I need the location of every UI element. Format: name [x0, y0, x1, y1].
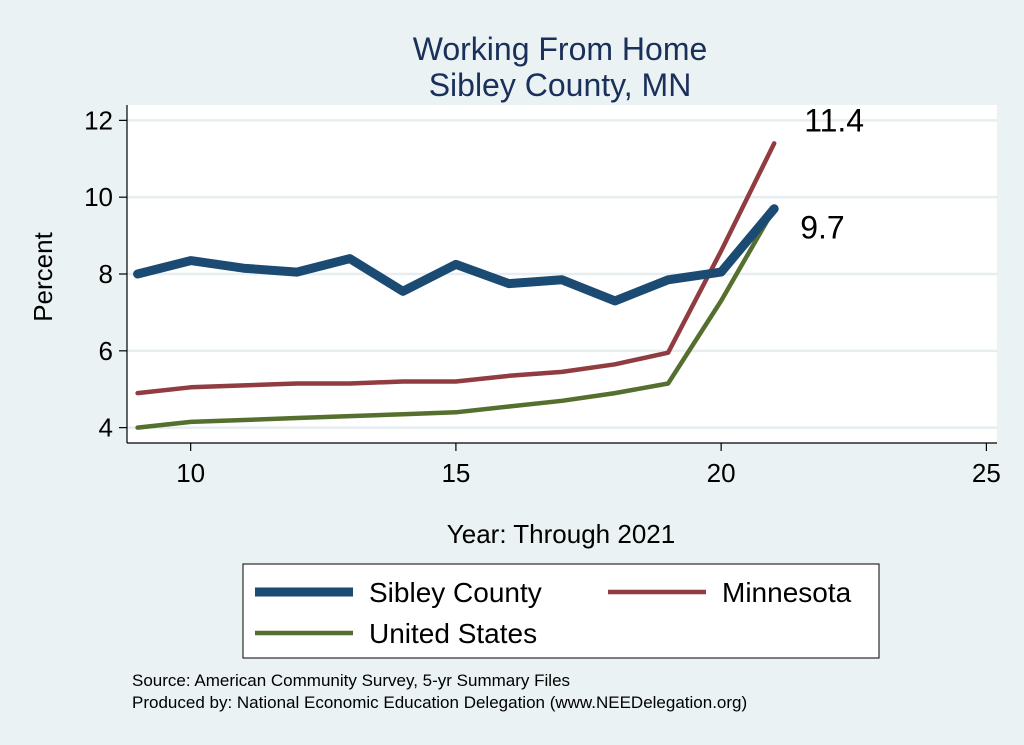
gridlines	[127, 119, 997, 429]
x-axis-label: Year: Through 2021	[447, 519, 675, 549]
series-line-sibley-county	[133, 204, 779, 306]
legend-box	[242, 563, 880, 659]
series-line-united-states	[135, 206, 777, 430]
legend-label: Sibley County	[369, 577, 542, 608]
chart-title-line-2: Sibley County, MN	[429, 67, 692, 103]
y-axis-label: Percent	[28, 231, 58, 321]
end-label: 11.4	[804, 102, 864, 138]
y-tick-label: 12	[84, 105, 113, 135]
x-tick-label: 25	[972, 458, 1001, 488]
axis-ticks: 4 6 8 10 12 10 15 20 25	[84, 105, 1001, 488]
y-tick-label: 4	[99, 413, 113, 443]
y-tick-label: 6	[99, 336, 113, 366]
end-label: 9.7	[800, 210, 844, 246]
producer-note: Produced by: National Economic Education…	[132, 693, 747, 712]
chart-title-line-1: Working From Home	[413, 31, 708, 67]
end-labels: 11.4 9.7	[800, 102, 864, 245]
y-tick-label: 10	[84, 182, 113, 212]
legend-label: Minnesota	[722, 577, 852, 608]
legend: Sibley County Minnesota United States	[255, 577, 852, 649]
source-note: Source: American Community Survey, 5-yr …	[132, 671, 570, 690]
series-lines	[133, 141, 779, 430]
y-tick-label: 8	[99, 259, 113, 289]
x-tick-label: 15	[441, 458, 470, 488]
x-tick-label: 10	[176, 458, 205, 488]
x-tick-label: 20	[707, 458, 736, 488]
legend-label: United States	[369, 618, 537, 649]
series-line-minnesota	[135, 141, 777, 396]
